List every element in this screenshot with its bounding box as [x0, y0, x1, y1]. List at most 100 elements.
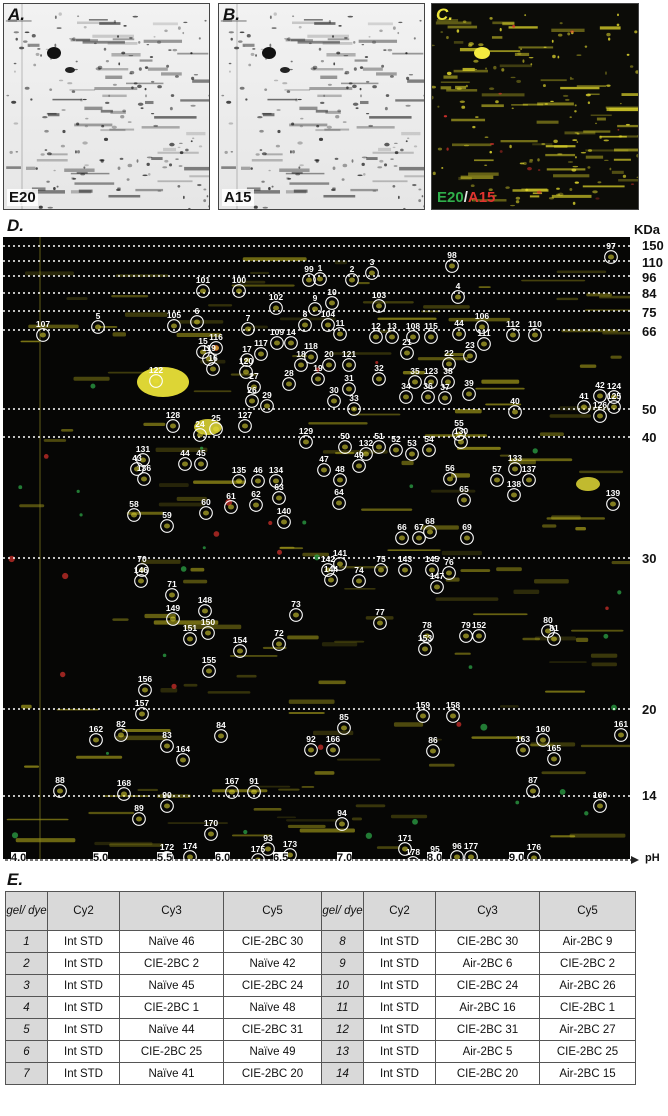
spot-circle-76[interactable] — [442, 566, 456, 580]
spot-circle-20[interactable] — [322, 358, 336, 372]
spot-circle-45[interactable] — [194, 457, 208, 471]
spot-circle-110[interactable] — [528, 328, 542, 342]
spot-circle-171[interactable] — [398, 842, 412, 856]
spot-circle-157[interactable] — [135, 707, 149, 721]
spot-circle-122[interactable] — [149, 374, 163, 388]
spot-circle-48[interactable] — [333, 473, 347, 487]
spot-circle-26[interactable] — [245, 394, 259, 408]
spot-circle-19[interactable] — [311, 372, 325, 386]
spot-circle-138[interactable] — [507, 488, 521, 502]
spot-circle-35[interactable] — [408, 375, 422, 389]
spot-circle-86[interactable] — [426, 744, 440, 758]
spot-circle-107[interactable] — [36, 328, 50, 342]
spot-circle-124[interactable] — [607, 390, 621, 404]
spot-circle-118[interactable] — [304, 350, 318, 364]
spot-circle-109[interactable] — [270, 336, 284, 350]
spot-circle-22[interactable] — [442, 357, 456, 371]
spot-circle-89[interactable] — [132, 812, 146, 826]
spot-circle-65[interactable] — [457, 493, 471, 507]
spot-circle-140[interactable] — [277, 515, 291, 529]
spot-circle-92[interactable] — [304, 743, 318, 757]
spot-circle-58[interactable] — [127, 508, 141, 522]
spot-circle-137[interactable] — [522, 473, 536, 487]
spot-circle-7[interactable] — [241, 322, 255, 336]
spot-circle-81[interactable] — [547, 632, 561, 646]
spot-circle-99[interactable] — [302, 273, 316, 287]
spot-circle-127[interactable] — [238, 419, 252, 433]
spot-circle-44[interactable] — [452, 327, 466, 341]
spot-circle-105[interactable] — [167, 319, 181, 333]
spot-circle-147[interactable] — [430, 580, 444, 594]
spot-circle-87[interactable] — [526, 784, 540, 798]
spot-circle-25[interactable] — [209, 422, 223, 436]
spot-circle-10[interactable] — [325, 296, 339, 310]
spot-circle-112[interactable] — [506, 328, 520, 342]
spot-circle-158[interactable] — [446, 709, 460, 723]
spot-circle-83[interactable] — [160, 739, 174, 753]
spot-circle-38[interactable] — [441, 375, 455, 389]
spot-circle-93[interactable] — [261, 842, 275, 856]
spot-circle-14[interactable] — [284, 336, 298, 350]
spot-circle-126[interactable] — [593, 409, 607, 423]
spot-circle-150[interactable] — [201, 626, 215, 640]
spot-circle-155[interactable] — [202, 664, 216, 678]
spot-circle-32[interactable] — [372, 372, 386, 386]
spot-circle-84[interactable] — [214, 729, 228, 743]
spot-circle-94[interactable] — [335, 817, 349, 831]
spot-circle-135[interactable] — [232, 474, 246, 488]
spot-circle-160[interactable] — [536, 733, 550, 747]
spot-circle-46[interactable] — [251, 474, 265, 488]
spot-circle-176[interactable] — [527, 851, 541, 859]
spot-circle-56[interactable] — [443, 472, 457, 486]
spot-circle-73[interactable] — [289, 608, 303, 622]
spot-circle-64[interactable] — [332, 496, 346, 510]
spot-circle-70[interactable] — [135, 563, 149, 577]
spot-circle-164[interactable] — [176, 753, 190, 767]
spot-circle-98[interactable] — [445, 259, 459, 273]
spot-circle-121[interactable] — [342, 358, 356, 372]
spot-circle-132[interactable] — [359, 447, 373, 461]
spot-circle-156[interactable] — [138, 683, 152, 697]
spot-circle-40[interactable] — [508, 405, 522, 419]
spot-circle-104[interactable] — [321, 318, 335, 332]
spot-circle-111[interactable] — [477, 337, 491, 351]
spot-circle-53[interactable] — [405, 447, 419, 461]
spot-circle-166[interactable] — [326, 743, 340, 757]
spot-circle-34[interactable] — [399, 390, 413, 404]
spot-circle-125[interactable] — [607, 400, 621, 414]
spot-circle-134[interactable] — [269, 474, 283, 488]
spot-circle-152[interactable] — [472, 629, 486, 643]
spot-circle-62[interactable] — [249, 498, 263, 512]
spot-circle-44[interactable] — [178, 457, 192, 471]
spot-circle-59[interactable] — [160, 519, 174, 533]
spot-circle-27[interactable] — [247, 380, 261, 394]
spot-circle-149[interactable] — [166, 612, 180, 626]
spot-circle-16[interactable] — [206, 362, 220, 376]
spot-circle-43[interactable] — [130, 462, 144, 476]
spot-circle-12[interactable] — [369, 330, 383, 344]
spot-circle-61[interactable] — [224, 500, 238, 514]
spot-circle-174[interactable] — [183, 850, 197, 859]
spot-circle-77[interactable] — [373, 616, 387, 630]
spot-circle-120[interactable] — [239, 365, 253, 379]
spot-circle-129[interactable] — [299, 435, 313, 449]
spot-circle-117[interactable] — [254, 347, 268, 361]
spot-circle-3[interactable] — [365, 266, 379, 280]
spot-circle-52[interactable] — [389, 443, 403, 457]
spot-circle-96[interactable] — [450, 850, 464, 859]
spot-circle-63[interactable] — [272, 491, 286, 505]
spot-circle-78[interactable] — [420, 629, 434, 643]
spot-circle-8[interactable] — [298, 318, 312, 332]
spot-circle-50[interactable] — [338, 440, 352, 454]
spot-circle-11[interactable] — [333, 327, 347, 341]
spot-circle-143[interactable] — [398, 563, 412, 577]
spot-circle-170[interactable] — [204, 827, 218, 841]
spot-circle-74[interactable] — [352, 574, 366, 588]
spot-circle-154[interactable] — [233, 644, 247, 658]
spot-circle-177[interactable] — [464, 850, 478, 859]
spot-circle-148[interactable] — [198, 604, 212, 618]
spot-circle-153[interactable] — [418, 642, 432, 656]
spot-circle-47[interactable] — [317, 463, 331, 477]
spot-circle-54[interactable] — [422, 443, 436, 457]
spot-circle-24[interactable] — [193, 428, 207, 442]
